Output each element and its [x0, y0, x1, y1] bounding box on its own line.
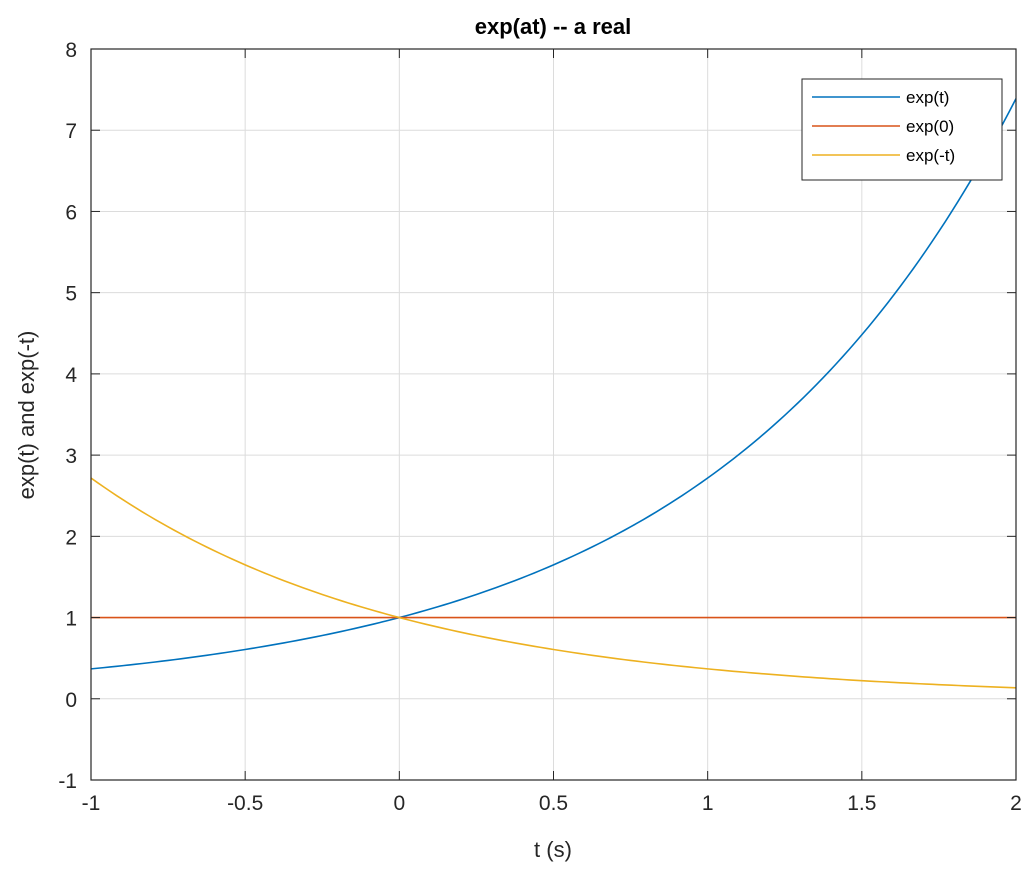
y-tick-label: 4 — [65, 364, 77, 387]
series-line-0 — [91, 98, 1016, 670]
chart-title: exp(at) -- a real — [475, 14, 632, 39]
y-tick-label: 5 — [65, 283, 77, 306]
y-tick-label: 7 — [65, 120, 77, 143]
y-tick-label: -1 — [58, 770, 77, 793]
y-tick-label: 0 — [65, 689, 77, 712]
legend-box — [801, 78, 1003, 181]
x-axis-label: t (s) — [534, 837, 572, 862]
x-tick-label: 2 — [1010, 792, 1022, 815]
x-tick-label: 0.5 — [539, 792, 568, 815]
y-tick-label: 3 — [65, 445, 77, 468]
legend-label-1: exp(0) — [906, 117, 954, 136]
y-tick-label: 6 — [65, 201, 77, 224]
x-tick-label: -0.5 — [227, 792, 263, 815]
x-tick-label: -1 — [82, 792, 101, 815]
y-tick-label: 8 — [65, 39, 77, 62]
legend: exp(t) exp(0) exp(-t) — [801, 78, 1003, 181]
y-tick-label: 2 — [65, 526, 77, 549]
x-tick-label: 1 — [702, 792, 714, 815]
legend-label-2: exp(-t) — [906, 146, 955, 165]
series-line-2 — [91, 477, 1016, 689]
x-tick-label: 1.5 — [847, 792, 876, 815]
x-tick-label: 0 — [393, 792, 405, 815]
y-tick-label: 1 — [65, 608, 77, 631]
legend-label-0: exp(t) — [906, 88, 949, 107]
y-axis-label: exp(t) and exp(-t) — [14, 331, 39, 500]
series-lines — [91, 98, 1016, 689]
ticks: -1 -0.5 0 0.5 1 1.5 2 -1 0 1 2 3 4 5 6 7 8 — [58, 39, 1022, 815]
